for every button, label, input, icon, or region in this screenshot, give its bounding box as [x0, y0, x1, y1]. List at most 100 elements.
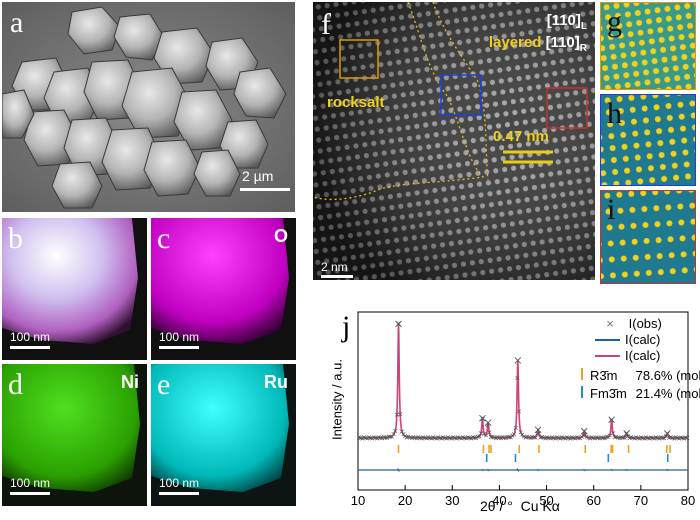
panel-c-element: O [273, 226, 288, 246]
rocksalt-box [339, 39, 379, 79]
panel-a-label: a [10, 6, 24, 39]
obs-point [483, 433, 489, 438]
x-tick-label-4: 50 [539, 493, 553, 508]
obs-point [663, 434, 668, 439]
xrd-chart: 10 20 30 40 50 60 70 80 [351, 311, 695, 508]
phase-1-legend: R3̄m 78.6% (mol) [590, 368, 700, 383]
obs-point [389, 434, 394, 439]
panel-a-sem: a 2 µm [2, 2, 295, 212]
obs-point [388, 434, 393, 439]
obs-point [622, 435, 627, 440]
difference-curve [358, 467, 688, 473]
panel-c-scale-bar [159, 346, 199, 349]
obs-peak-point-3 [514, 357, 522, 364]
obs-point [475, 434, 480, 439]
obs-peak-point-5 [580, 427, 588, 435]
phase-2-name: Fm3̄m [590, 386, 627, 401]
obs-peak-point-1 [479, 414, 486, 422]
panel-d-element: Ni [121, 372, 139, 392]
panel-f-scale-text: 2 nm [321, 260, 348, 274]
x-tick-label-2: 30 [445, 493, 459, 508]
phase-2-legend: Fm3̄m 21.4% (mol) [590, 386, 700, 401]
panel-c-eds-oxygen: c O 100 nm [151, 218, 296, 360]
panel-g-zoom: g [600, 2, 696, 90]
y-axis-label: Intensity / a.u. [329, 359, 345, 440]
panel-a-scale-text: 2 µm [242, 168, 274, 184]
obs-point [386, 434, 391, 439]
panel-b-scale-bar [10, 346, 50, 349]
obs-peak-point-0 [395, 320, 402, 328]
plot-frame [357, 311, 689, 491]
obs-peak-point-6 [608, 416, 615, 424]
legend-obs: × I(obs) [595, 316, 662, 331]
obs-point [513, 425, 518, 430]
x-axis-label: 2θ / ° Cu Kα [480, 498, 560, 514]
obs-point [393, 428, 398, 433]
obs-point [604, 434, 609, 439]
rocksalt-label: rocksalt [327, 94, 385, 111]
zone-axis-R: layered [110]R [488, 34, 587, 54]
panel-c-label: c [157, 222, 171, 255]
obs-peak-point-4 [534, 426, 542, 434]
obs-peak-point-7 [623, 430, 631, 437]
obs-point [394, 412, 399, 417]
obs-peak-point-2 [484, 419, 492, 426]
panel-e-label: e [157, 368, 171, 401]
obs-point [516, 409, 522, 414]
obs-point [518, 430, 523, 435]
panel-j-label: j [342, 310, 351, 343]
panel-i-zoom: i [600, 190, 696, 284]
panel-d-eds-nickel: d Ni 100 nm [2, 364, 147, 506]
x-tick-label-5: 60 [586, 493, 600, 508]
x-tick-label-7: 80 [681, 493, 695, 508]
obs-point [610, 431, 616, 436]
legend-obs-label: I(obs) [628, 316, 662, 331]
panel-d-scale-bar [10, 492, 50, 495]
obs-point [511, 432, 517, 437]
x-tick-label-0: 10 [351, 493, 365, 508]
layered-box [546, 87, 588, 129]
panel-e-scale-bar [159, 492, 199, 495]
obs-point [391, 432, 396, 437]
panel-d-scale-text: 100 nm [10, 476, 51, 490]
legend-calc-blue: I(calc) [625, 332, 660, 347]
obs-point [515, 376, 520, 381]
panel-e-scale-text: 100 nm [159, 476, 200, 490]
obs-point [398, 412, 403, 417]
obs-point [607, 433, 612, 438]
obs-peak-point-8 [663, 430, 671, 437]
legend-calc-pink: I(calc) [625, 348, 660, 363]
sem-image [2, 2, 295, 212]
panel-a-scale-bar [240, 188, 290, 191]
x-tick-label-3: 40 [492, 493, 506, 508]
legend-calc-blue-label: I(calc) [625, 332, 661, 347]
legend-calc-pink-label: I(calc) [625, 348, 661, 363]
panel-d-label: d [8, 368, 23, 401]
panel-e-eds-ruthenium: e Ru 100 nm [151, 364, 296, 506]
panel-b-scale-text: 100 nm [10, 330, 51, 344]
zone-axis-L: [110]L [546, 12, 587, 32]
x-tick-label-1: 20 [398, 493, 412, 508]
panel-b-label: b [8, 222, 23, 255]
panel-b-eds-overlay: b 100 nm [2, 218, 147, 360]
x-tick-label-6: 70 [634, 493, 648, 508]
obs-point [478, 431, 484, 436]
obs-point [507, 435, 512, 440]
phase-2-fraction: 21.4% (mol) [635, 386, 700, 401]
panel-c-scale-text: 100 nm [159, 330, 200, 344]
obs-point [399, 429, 404, 434]
obs-point [477, 434, 482, 439]
interface-box [440, 74, 482, 116]
spacing-label: 0.47 nm [493, 128, 549, 145]
panel-e-element: Ru [264, 372, 288, 392]
obs-point [487, 430, 492, 435]
panel-f-label: f [321, 8, 331, 41]
panel-h-zoom: h [600, 94, 696, 186]
panel-f-hrtem: f [110]L layered [110]R rocksalt 0.47 nm… [313, 2, 595, 280]
panel-h-label: h [607, 97, 622, 130]
obs-point [531, 435, 536, 440]
phase-1-name: R3̄m [590, 368, 618, 383]
obs-point [685, 435, 690, 441]
panel-i-label: i [607, 193, 616, 226]
panel-g-label: g [607, 5, 622, 38]
